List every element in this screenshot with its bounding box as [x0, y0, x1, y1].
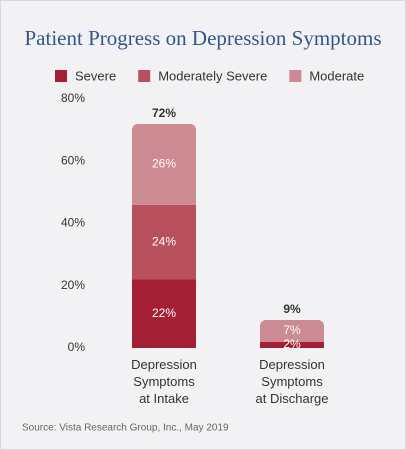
total-label: 72%: [152, 106, 176, 120]
bar-segment: [132, 279, 196, 348]
chart-title: Patient Progress on Depression Symptoms: [25, 26, 382, 50]
source: Source: Vista Research Group, Inc., May …: [22, 423, 229, 434]
y-tick-label: 0%: [68, 340, 86, 354]
y-tick-label: 80%: [61, 91, 85, 105]
data-label: 24%: [152, 234, 176, 248]
legend-label: Moderately Severe: [158, 68, 267, 83]
bar-segment: [260, 319, 324, 342]
legend-label: Severe: [75, 68, 116, 83]
y-tick-label: 60%: [61, 153, 85, 167]
bar-group: [260, 319, 324, 348]
bar-segment: [260, 341, 324, 348]
data-label: 22%: [152, 306, 176, 320]
data-label: 7%: [283, 323, 301, 337]
y-tick-label: 40%: [61, 216, 85, 230]
total-label: 9%: [283, 302, 301, 316]
bar-group: [132, 123, 196, 348]
legend-swatch: [138, 70, 151, 82]
bar-segment: [132, 204, 196, 280]
data-label: 2%: [283, 337, 301, 351]
legend-swatch: [55, 70, 67, 82]
bar-segment: [132, 123, 196, 205]
legend-swatch: [289, 70, 302, 82]
x-tick-label: Depression Symptoms at Intake: [131, 357, 197, 406]
y-tick-label: 20%: [61, 278, 85, 292]
data-label: 26%: [152, 157, 176, 171]
legend-label: Moderate: [309, 68, 364, 83]
x-tick-label: Depression Symptoms at Discharge: [256, 357, 329, 406]
